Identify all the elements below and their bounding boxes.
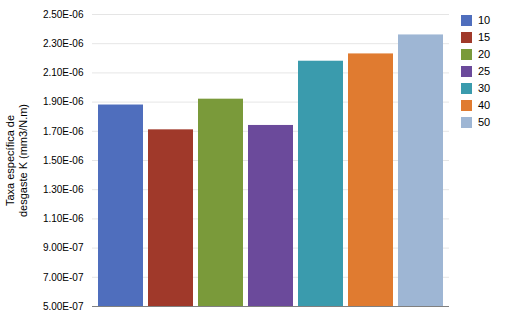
svg-text:1.70E-06: 1.70E-06 <box>43 126 84 137</box>
svg-text:2.50E-06: 2.50E-06 <box>43 9 84 20</box>
html-text:30: 30 <box>478 82 491 94</box>
svg-text:1.30E-06: 1.30E-06 <box>43 184 84 195</box>
html-text:25: 25 <box>478 65 491 77</box>
svg-text:7.00E-07: 7.00E-07 <box>43 272 84 283</box>
svg-text:1.10E-06: 1.10E-06 <box>43 213 84 224</box>
svg-text:Taxa específica dedesgaste K (: Taxa específica dedesgaste K (mm3/N.m) <box>4 104 29 217</box>
svg-text:9.00E-07: 9.00E-07 <box>43 242 84 253</box>
svg-text:1.90E-06: 1.90E-06 <box>43 96 84 107</box>
svg-text:1.50E-06: 1.50E-06 <box>43 155 84 166</box>
html-text:40: 40 <box>478 99 491 111</box>
svg-text:2.30E-06: 2.30E-06 <box>43 38 84 49</box>
html-text:20: 20 <box>478 48 491 60</box>
html-text:15: 15 <box>478 31 491 43</box>
svg-text:2.10E-06: 2.10E-06 <box>43 67 84 78</box>
html-text:50: 50 <box>478 116 491 128</box>
html-text:10: 10 <box>478 14 491 26</box>
svg-text:5.00E-07: 5.00E-07 <box>43 301 84 312</box>
